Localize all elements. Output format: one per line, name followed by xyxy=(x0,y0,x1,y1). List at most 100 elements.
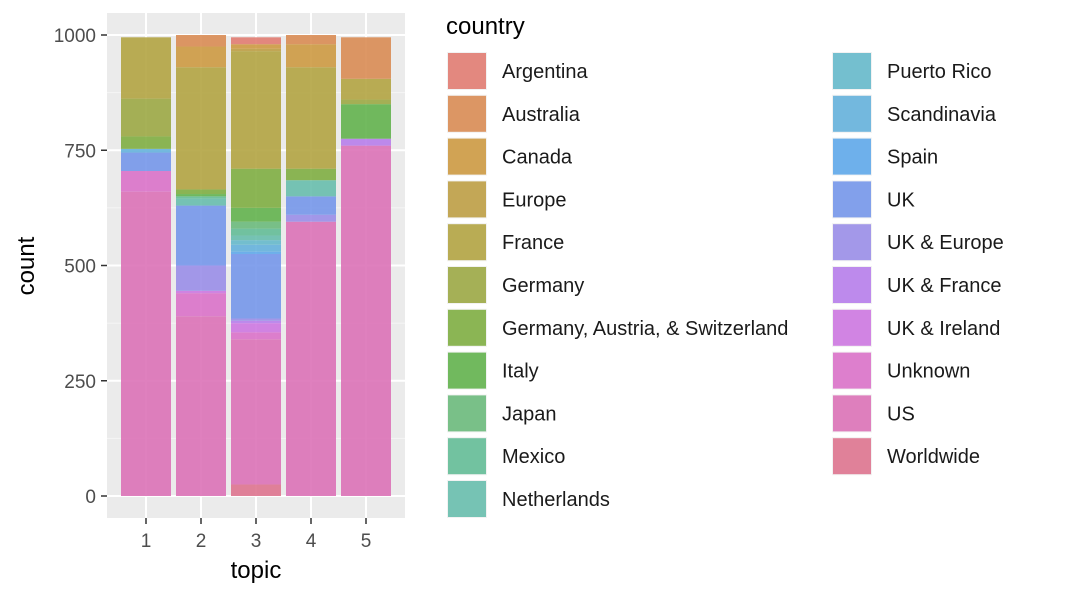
legend-label: Puerto Rico xyxy=(887,61,992,83)
legend-item: UK xyxy=(832,180,915,219)
y-tick-label: 750 xyxy=(64,141,96,162)
legend-item: Netherlands xyxy=(447,480,610,518)
legend-label: Italy xyxy=(502,361,539,383)
legend-label: Canada xyxy=(502,147,573,169)
bar-segment xyxy=(176,46,226,68)
bar-segment xyxy=(286,180,336,197)
legend-item: Spain xyxy=(832,137,938,176)
bar-segment xyxy=(176,35,226,47)
bar-segment xyxy=(286,196,336,215)
legend-item: Mexico xyxy=(447,437,565,476)
legend-swatch xyxy=(448,53,486,89)
y-tick-label: 250 xyxy=(64,372,96,393)
legend-label: Spain xyxy=(887,147,938,169)
bar-segment xyxy=(341,138,391,146)
y-axis-title: count xyxy=(13,236,40,295)
bar-segment xyxy=(231,244,281,252)
bar-segment xyxy=(231,323,281,333)
bar-segment xyxy=(176,194,226,197)
bar-segment xyxy=(121,136,171,149)
legend-label: Europe xyxy=(502,189,567,211)
legend-item: France xyxy=(447,223,564,262)
bar-segment xyxy=(231,221,281,229)
legend-item: Puerto Rico xyxy=(832,52,992,90)
bar-segment xyxy=(286,168,336,181)
legend-label: Japan xyxy=(502,403,557,425)
bar-segment xyxy=(341,99,391,105)
legend-items: Argentina Australia Canada Europe France Germ… xyxy=(447,52,1004,518)
bar-segment xyxy=(341,145,391,496)
legend-label: US xyxy=(887,403,915,425)
legend-label: Argentina xyxy=(502,61,588,83)
legend-label: Unknown xyxy=(887,361,970,383)
x-tick-label: 2 xyxy=(196,531,207,552)
legend-label: Worldwide xyxy=(887,446,980,468)
bar-segment xyxy=(341,37,391,79)
legend-item: Europe xyxy=(447,180,567,219)
bar-segment xyxy=(286,214,336,222)
legend-item: UK & France xyxy=(832,266,1001,304)
y-tick-label: 0 xyxy=(85,487,96,508)
legend-swatch xyxy=(448,224,486,261)
bar-segment xyxy=(121,170,171,192)
legend-item: Italy xyxy=(447,351,539,390)
bar-segment xyxy=(121,152,171,171)
legend-swatch xyxy=(833,352,871,389)
x-axis-title: topic xyxy=(231,557,282,584)
legend-swatch xyxy=(833,267,871,303)
legend-label: Netherlands xyxy=(502,489,610,511)
legend-item: Australia xyxy=(447,94,581,133)
legend: country Argentina Australia Canada Europe Fr… xyxy=(446,13,1004,518)
legend-label: Australia xyxy=(502,104,581,126)
x-tick-label: 3 xyxy=(251,531,262,552)
y-axis: 0 250 500 750 1000 xyxy=(54,26,107,508)
legend-swatch xyxy=(448,95,486,132)
bar-segment xyxy=(176,293,226,317)
legend-swatch xyxy=(833,438,871,475)
legend-swatch xyxy=(448,138,486,175)
legend-label: UK xyxy=(887,189,915,211)
legend-item: Japan xyxy=(447,394,557,433)
legend-swatch xyxy=(448,267,486,303)
legend-swatch xyxy=(833,395,871,432)
legend-swatch xyxy=(448,395,486,432)
bar-segment xyxy=(231,228,281,236)
bar-segment xyxy=(176,67,226,190)
bar-segment xyxy=(176,205,226,266)
legend-label: Germany xyxy=(502,275,584,297)
legend-swatch xyxy=(448,481,486,517)
bar-segment xyxy=(231,44,281,49)
bar-segment xyxy=(121,191,171,497)
legend-label: Mexico xyxy=(502,446,565,468)
bar-segment xyxy=(231,251,281,254)
legend-title: country xyxy=(446,13,525,40)
bar-segment xyxy=(231,339,281,485)
bar-segment xyxy=(341,104,391,139)
legend-swatch xyxy=(833,224,871,261)
bar-segment xyxy=(176,316,226,496)
x-tick-label: 1 xyxy=(141,531,152,552)
bar-segment xyxy=(341,78,391,100)
bar-segment xyxy=(231,240,281,245)
bar-segment xyxy=(231,320,281,324)
bars-layer xyxy=(121,35,391,497)
x-axis: 1 2 3 4 5 xyxy=(141,518,371,552)
bar-segment xyxy=(176,198,226,206)
bar-segment xyxy=(121,148,171,153)
legend-label: UK & Europe xyxy=(887,232,1004,254)
legend-item: Canada xyxy=(447,137,573,176)
legend-item: Scandinavia xyxy=(832,94,997,133)
legend-swatch xyxy=(833,138,871,175)
bar-segment xyxy=(176,265,226,291)
bar-segment xyxy=(231,168,281,208)
legend-item: Unknown xyxy=(832,351,970,390)
y-tick-label: 1000 xyxy=(54,26,96,47)
bar-segment xyxy=(286,35,336,45)
legend-swatch xyxy=(448,438,486,475)
bar-segment xyxy=(286,67,336,169)
legend-label: UK & France xyxy=(887,275,1001,297)
legend-swatch xyxy=(448,352,486,389)
legend-item: UK & Europe xyxy=(832,223,1004,262)
bar-segment xyxy=(231,48,281,52)
